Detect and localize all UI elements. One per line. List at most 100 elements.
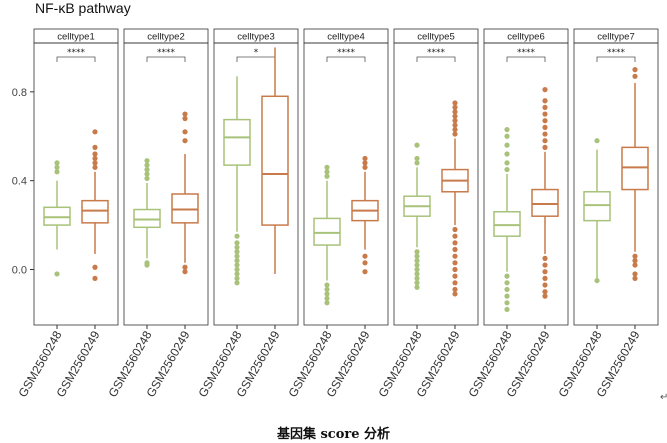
outlier-point [632, 275, 638, 281]
panel-frame [303, 42, 389, 326]
outlier-point [504, 142, 510, 148]
outlier-point [234, 262, 240, 268]
outlier-point [234, 249, 240, 255]
outlier-point [414, 253, 420, 259]
outlier-point [324, 295, 330, 301]
outlier-point [504, 151, 510, 157]
outlier-point [452, 280, 458, 286]
significance-bracket [146, 56, 186, 62]
outlier-point [54, 164, 60, 170]
outlier-point [594, 277, 600, 284]
outlier-point [234, 271, 240, 277]
outlier-point [54, 271, 60, 277]
outlier-point [452, 122, 458, 128]
outlier-point [144, 158, 150, 164]
outlier-point [504, 133, 510, 139]
outlier-point [632, 67, 638, 73]
outlier-point [324, 173, 330, 179]
outlier-point [324, 291, 330, 297]
facet-strip-label: celltype7 [597, 32, 635, 43]
outlier-point [234, 280, 240, 286]
outlier-point [324, 169, 330, 175]
outlier-point [452, 118, 458, 124]
outlier-point [182, 138, 188, 144]
box-GSM2560249 [261, 47, 289, 274]
outlier-point [414, 262, 420, 268]
box-iqr [43, 206, 71, 226]
box-GSM2560248 [313, 164, 341, 306]
outlier-point [632, 262, 638, 268]
outlier-point [452, 266, 458, 273]
outlier-point [632, 253, 638, 259]
significance-bracket [596, 56, 636, 62]
outlier-point [542, 131, 548, 137]
box-GSM2560248 [583, 138, 611, 284]
box-GSM2560249 [171, 111, 199, 275]
outlier-point [234, 266, 240, 273]
outlier-point [324, 300, 330, 306]
box-iqr [171, 193, 199, 224]
outlier-point [452, 246, 458, 253]
panel-frame [33, 42, 119, 326]
outlier-point [452, 109, 458, 115]
box-iqr [81, 199, 109, 224]
facet-strip-label: celltype2 [147, 32, 185, 43]
box-GSM2560249 [531, 87, 559, 299]
outlier-point [362, 164, 368, 170]
outlier-point [92, 155, 98, 162]
outlier-point [452, 233, 458, 239]
significance-label: * [254, 48, 259, 58]
outlier-point [234, 244, 240, 250]
significance-bracket [416, 56, 456, 62]
outlier-point [504, 306, 510, 313]
outlier-point [324, 164, 330, 170]
figure-caption: 基因集 score 分析 [276, 427, 391, 442]
box-iqr [583, 191, 611, 222]
box-iqr [531, 188, 559, 217]
box-GSM2560249 [351, 155, 379, 275]
y-tick-label: 0.0 [12, 264, 27, 276]
outlier-point [452, 100, 458, 106]
outlier-point [414, 271, 420, 277]
outlier-point [452, 104, 458, 110]
box-GSM2560249 [81, 129, 109, 281]
box-GSM2560248 [133, 158, 161, 268]
outlier-point [414, 266, 420, 273]
outlier-point [542, 289, 548, 295]
outlier-point [144, 162, 150, 168]
panel-frame [483, 42, 569, 326]
box-iqr [133, 208, 161, 229]
panel-frame [213, 42, 299, 326]
outlier-point [414, 142, 420, 148]
facet-strip-label: celltype4 [327, 32, 365, 43]
outlier-point [504, 160, 510, 166]
outlier-point [504, 166, 510, 173]
outlier-point [504, 273, 510, 279]
outlier-point [414, 155, 420, 162]
facet-strip-label: celltype5 [417, 32, 455, 43]
outlier-point [542, 87, 548, 93]
box-iqr [493, 211, 521, 237]
significance-bracket [506, 56, 546, 62]
outlier-point [504, 280, 510, 286]
outlier-point [542, 138, 548, 144]
significance-bracket [326, 56, 366, 62]
outlier-point [234, 240, 240, 246]
outlier-point [92, 144, 98, 150]
outlier-point [632, 271, 638, 277]
outlier-point [54, 160, 60, 166]
outlier-point [632, 73, 638, 79]
outlier-point [234, 233, 240, 239]
outlier-point [542, 255, 548, 261]
outlier-point [144, 166, 150, 173]
paragraph-mark: ↵ [660, 392, 667, 403]
outlier-point [504, 293, 510, 299]
box-GSM2560248 [223, 76, 251, 286]
outlier-point [452, 131, 458, 137]
box-iqr [313, 217, 341, 246]
